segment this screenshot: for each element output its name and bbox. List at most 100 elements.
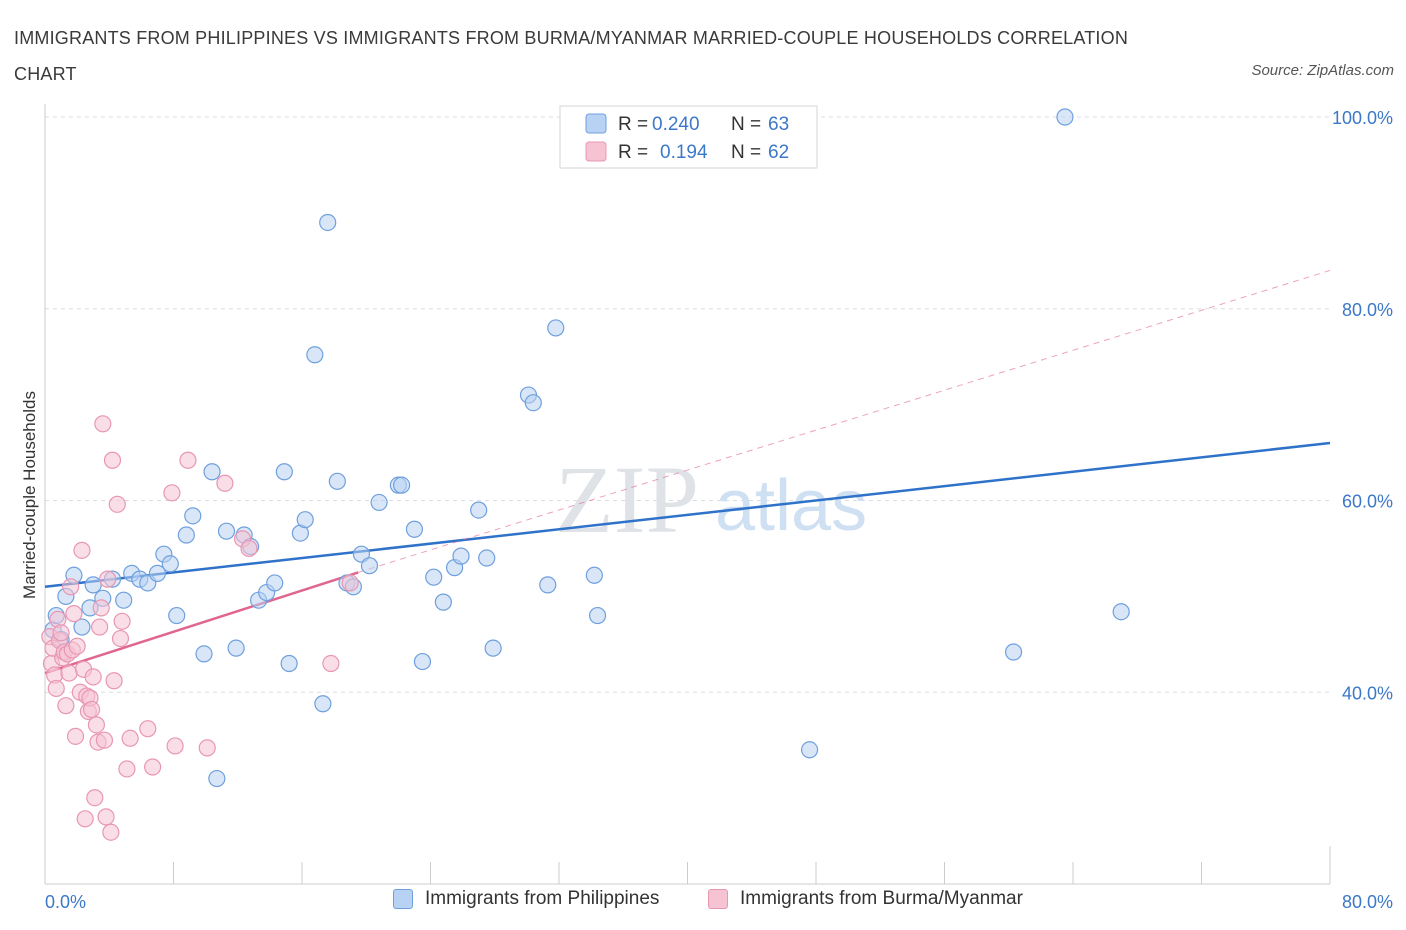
data-point-pink [99,570,117,588]
data-point-blue [547,319,565,337]
data-point-pink [82,700,101,719]
data-point-blue [1004,643,1023,661]
source-label: Source: ZipAtlas.com [1251,62,1394,79]
stats-r-value-blue: 0.240 [652,114,700,135]
data-point-blue [360,557,379,575]
data-point-blue [370,493,388,512]
data-point-blue [588,606,607,625]
y-tick-label: 100.0% [1332,108,1393,128]
legend-swatch-burma [708,889,728,909]
data-point-pink [73,541,91,559]
data-point-blue [161,555,179,573]
data-point-pink [108,495,126,513]
data-point-pink [84,668,102,686]
data-points [41,108,1130,841]
trend-extension-pink [358,269,1331,573]
data-point-blue [413,652,432,671]
data-point-blue [227,639,245,657]
trend-line-blue [44,441,1331,589]
stats-n-label-blue: N = [731,114,761,135]
data-point-pink [87,716,106,734]
data-point-pink [113,612,131,630]
data-point-blue [452,547,470,565]
data-point-pink [95,731,114,749]
data-point-pink [216,474,234,492]
data-point-blue [195,645,213,663]
data-point-blue [115,591,133,609]
data-point-blue [208,769,226,788]
tick-labels: 100.0% 80.0% 60.0% 40.0% 0.0% 80.0% [45,108,1393,912]
data-point-pink [91,618,109,636]
data-point-blue [177,526,195,544]
axes [44,104,1331,885]
data-point-blue [203,463,221,481]
data-point-blue [184,507,202,525]
y-tick-label: 60.0% [1342,492,1393,512]
data-point-blue [328,472,346,490]
trend-line-pink [44,571,359,675]
data-point-pink [65,605,83,623]
stats-r-label-blue: R = [618,114,648,135]
data-point-pink [166,737,184,755]
stats-n-value-blue: 63 [768,114,789,135]
data-point-pink [76,810,94,828]
data-point-pink [322,654,340,673]
stats-swatch-pink [585,141,607,162]
data-point-pink [121,729,139,747]
data-point-blue [539,576,557,594]
legend-label-burma: Immigrants from Burma/Myanmar [740,888,1023,909]
legend-label-philippines: Immigrants from Philippines [425,888,660,909]
watermark-atlas: atlas [715,466,867,546]
data-point-blue [524,394,542,412]
data-point-pink [198,739,216,757]
data-point-blue [314,695,332,713]
data-point-pink [92,599,110,617]
data-point-pink [68,637,86,655]
chart-title: IMMIGRANTS FROM PHILIPPINES VS IMMIGRANT… [14,28,1129,84]
data-point-pink [102,823,120,841]
legend-swatch-philippines [393,889,413,909]
data-point-pink [111,629,130,648]
data-point-pink [118,760,136,778]
data-point-pink [66,727,85,745]
data-point-pink [163,484,181,502]
stats-r-label-pink: R = [618,142,648,163]
data-point-blue [148,564,167,582]
data-point-blue [478,549,496,567]
data-point-pink [97,808,115,826]
data-point-blue [1112,603,1130,621]
data-point-blue [296,511,314,529]
x-tick-label: 80.0% [1342,892,1393,912]
legend-item-burma[interactable]: Immigrants from Burma/Myanmar [708,888,1023,910]
data-point-pink [62,578,80,596]
data-point-pink [86,789,104,807]
data-point-pink [105,672,123,690]
watermark-zip: ZIP [555,446,699,553]
data-point-blue [425,568,443,586]
stats-swatch-blue [585,113,607,134]
stats-n-label-pink: N = [731,142,761,163]
series-legend: Immigrants from Philippines Immigrants f… [0,888,1406,916]
data-point-blue [306,346,324,364]
data-point-blue [1056,108,1074,126]
data-point-blue [484,639,502,657]
data-point-blue [168,606,186,625]
data-point-blue [266,574,284,592]
data-point-pink [139,720,157,738]
data-point-pink [341,574,359,592]
data-point-blue [800,741,819,759]
data-point-blue [585,566,603,584]
stats-r-value-pink: 0.194 [660,142,708,163]
data-point-pink [47,679,65,698]
data-point-pink [179,451,197,469]
data-point-blue [84,576,102,594]
watermark: ZIP atlas [555,446,867,553]
data-point-blue [275,463,293,481]
data-point-pink [103,451,122,469]
data-point-blue [280,654,298,673]
data-point-pink [57,697,75,715]
data-point-pink [60,664,78,682]
legend-item-philippines[interactable]: Immigrants from Philippines [393,888,659,910]
data-point-blue [405,520,424,538]
data-point-blue [470,501,488,519]
